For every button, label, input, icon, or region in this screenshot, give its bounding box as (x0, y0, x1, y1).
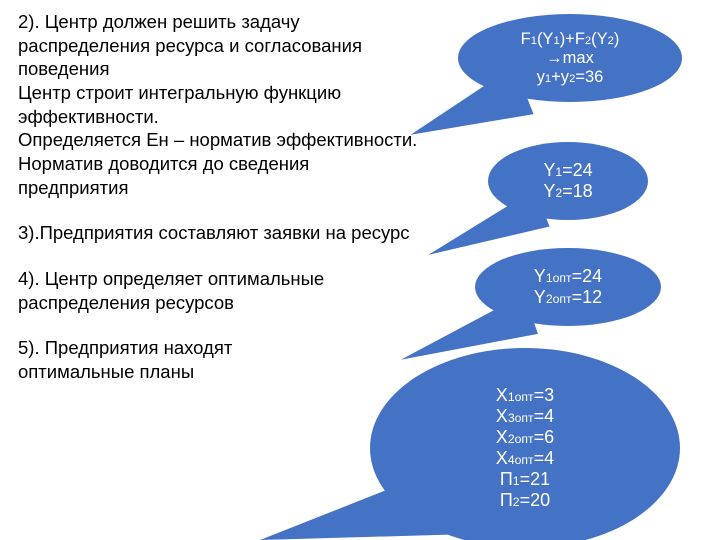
callout-2-ellipse: Y1=24Y2=18 (488, 142, 648, 220)
callout-3-ellipse: Y1опт=24Y2опт=12 (475, 248, 661, 326)
callout-line: Y2опт=12 (534, 287, 602, 308)
callout-line: F1(Y1)+F2(Y2) (521, 30, 620, 49)
para-4: 4). Центр определяет оптимальные распред… (18, 267, 418, 314)
para-2c: Определяется Ен – норматив эффективности… (18, 128, 418, 199)
callout-line: X4опт=4 (496, 448, 554, 469)
callout-line: X3опт=4 (496, 406, 554, 427)
para-2a: 2). Центр должен решить задачу распредел… (18, 10, 418, 81)
para-2b: Центр строит интегральную функцию эффект… (18, 81, 418, 128)
callout-line: X2опт=6 (496, 427, 554, 448)
callout-line: y1+y2=36 (537, 68, 604, 87)
callout-4-ellipse: X1опт=3X3опт=4X2опт=6X4опт=4П1=21П2=20 (370, 348, 680, 540)
para-5b: оптимальные планы (18, 360, 418, 384)
callout-line: П1=21 (500, 469, 550, 490)
callout-1-ellipse: F1(Y1)+F2(Y2)→maxy1+y2=36 (458, 14, 682, 102)
callout-line: Y2=18 (543, 181, 592, 202)
callout-line: Y1опт=24 (534, 266, 602, 287)
main-text-block: 2). Центр должен решить задачу распредел… (18, 10, 418, 384)
para-3: 3).Предприятия составляют заявки на ресу… (18, 221, 418, 245)
callout-line: П2=20 (500, 490, 550, 511)
callout-line: →max (546, 49, 594, 68)
callout-line: X1опт=3 (496, 385, 554, 406)
callout-line: Y1=24 (543, 160, 592, 181)
para-5a: 5). Предприятия находят (18, 336, 418, 360)
